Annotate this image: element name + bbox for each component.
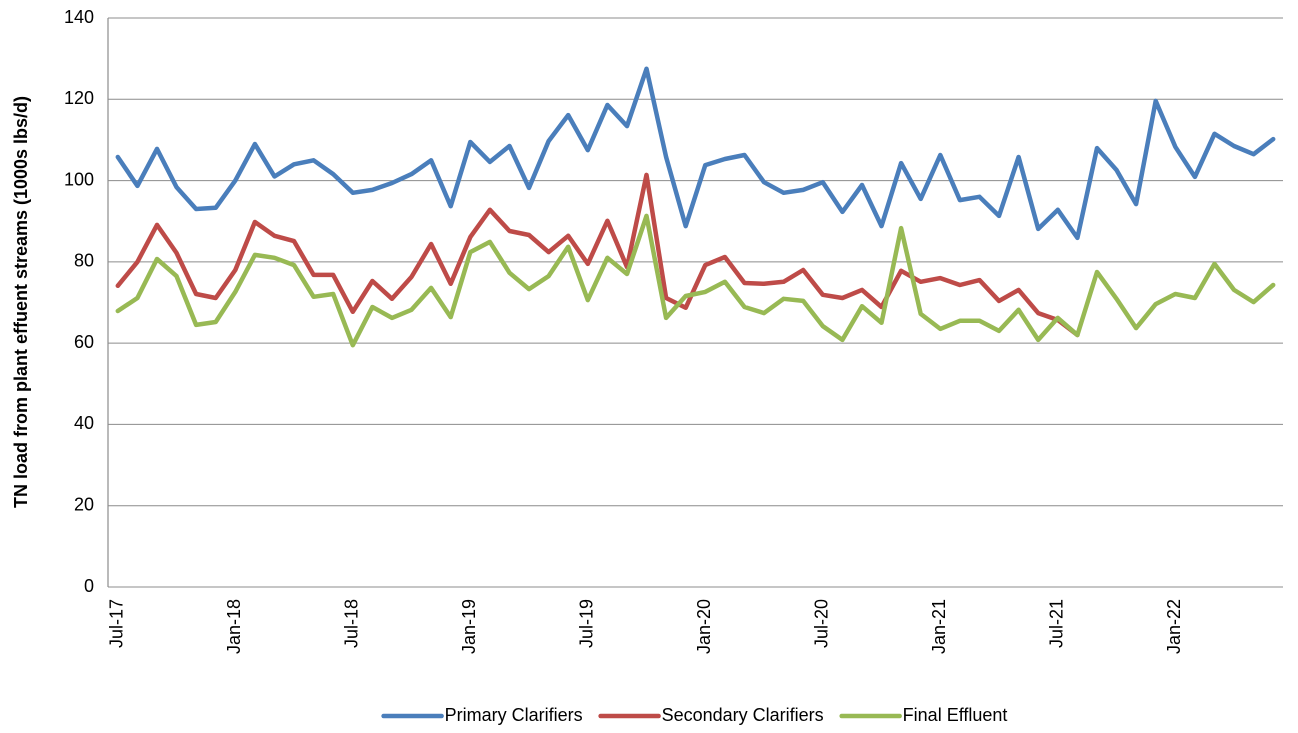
x-tick-label: Jul-19 — [577, 599, 597, 648]
x-tick-label: Jan-19 — [459, 599, 479, 654]
x-tick-label: Jan-18 — [224, 599, 244, 654]
y-tick-label: 60 — [74, 332, 94, 352]
legend-label: Primary Clarifiers — [445, 705, 583, 725]
x-tick-label: Jul-18 — [342, 599, 362, 648]
y-tick-label: 120 — [64, 88, 94, 108]
x-tick-label: Jan-22 — [1164, 599, 1184, 654]
x-tick-label: Jan-21 — [929, 599, 949, 654]
x-tick-label: Jul-21 — [1047, 599, 1067, 648]
series-line — [115, 172, 1080, 338]
y-tick-label: 100 — [64, 169, 94, 189]
y-tick-label: 80 — [74, 251, 94, 271]
y-tick-label: 0 — [84, 576, 94, 596]
series-line — [115, 213, 1276, 348]
x-tick-label: Jul-20 — [812, 599, 832, 648]
y-tick-label: 20 — [74, 494, 94, 514]
y-tick-label: 40 — [74, 413, 94, 433]
legend-label: Secondary Clarifiers — [662, 705, 824, 725]
x-tick-label: Jul-17 — [107, 599, 127, 648]
y-axis-title: TN load from plant effuent streams (1000… — [11, 96, 31, 508]
y-tick-label: 140 — [64, 7, 94, 27]
x-tick-label: Jan-20 — [694, 599, 714, 654]
legend-label: Final Effluent — [903, 705, 1008, 725]
series-line — [115, 66, 1276, 241]
